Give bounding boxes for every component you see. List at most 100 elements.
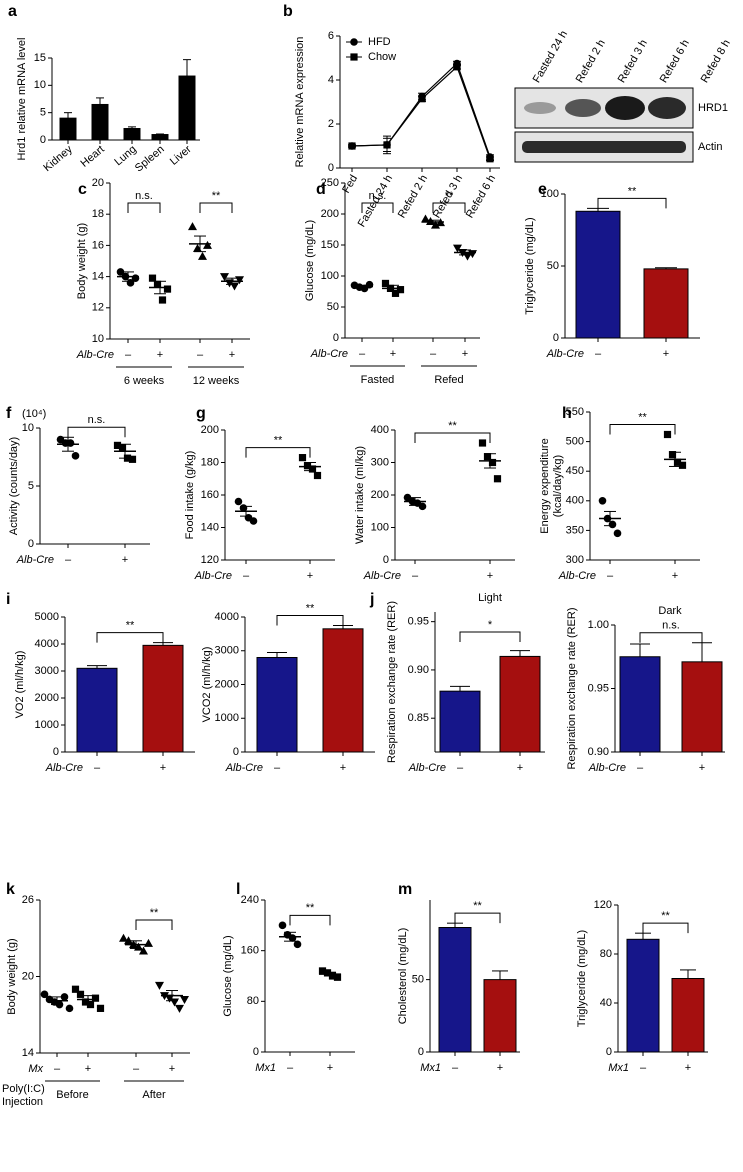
- legend-label: Chow: [368, 51, 396, 63]
- data-point: [65, 1004, 74, 1013]
- y-tick-label: 0: [606, 1046, 612, 1058]
- series-line: [351, 62, 491, 158]
- y-tick-label: 450: [566, 465, 584, 477]
- group-label: After: [142, 1089, 166, 1101]
- data-point: [76, 990, 85, 998]
- bar: [681, 661, 723, 753]
- panel-letter: b: [283, 3, 293, 20]
- y-tick-label: 0: [418, 1046, 424, 1058]
- blot-band: [524, 102, 556, 114]
- data-point: [391, 289, 400, 297]
- x-tick-label: +: [517, 762, 523, 774]
- y-tick-label: 15: [34, 52, 46, 64]
- x-tick-label: Kidney: [41, 143, 75, 174]
- row-label: Alb-Cre: [558, 570, 596, 582]
- y-tick-label: 0.90: [408, 664, 429, 676]
- y-tick-label: 100: [371, 521, 389, 533]
- y-tick-label: 26: [22, 894, 34, 906]
- significance-label: **: [212, 190, 221, 202]
- data-point: [663, 430, 672, 439]
- data-point: [348, 142, 356, 150]
- x-tick-label: +: [663, 348, 669, 360]
- y-tick-label: 300: [371, 456, 389, 468]
- data-point: [175, 1004, 184, 1013]
- significance-label: **: [150, 907, 159, 919]
- significance-bracket: [609, 423, 676, 435]
- data-point: [198, 251, 207, 260]
- data-point: [418, 502, 427, 511]
- data-point: [155, 981, 164, 990]
- series-line: [351, 65, 491, 159]
- bar: [142, 644, 184, 753]
- x-tick-label: Refed 2 h: [396, 173, 430, 220]
- y-axis-label: Cholesterol (mg/dL): [397, 928, 409, 1025]
- y-axis-label: Body weight (g): [76, 223, 88, 299]
- x-tick-label: –: [287, 1062, 294, 1074]
- group-header: Poly(I:C): [2, 1083, 45, 1095]
- x-tick-label: –: [640, 1062, 647, 1074]
- significance-label: **: [628, 185, 637, 197]
- y-tick-label: 550: [566, 406, 584, 418]
- blot-band: [605, 96, 645, 120]
- x-tick-label: +: [487, 570, 493, 582]
- data-point: [153, 280, 162, 288]
- row-label: Alb-Cre: [194, 570, 232, 582]
- data-point: [678, 461, 687, 469]
- data-point: [116, 268, 125, 276]
- y-tick-label: 0.95: [588, 682, 609, 694]
- y-axis-label: (kcal/day/kg): [552, 455, 564, 517]
- significance-label: **: [661, 910, 670, 922]
- row-label: Mx1: [255, 1062, 276, 1074]
- data-point: [278, 921, 287, 930]
- y-tick-label: 120: [201, 554, 219, 566]
- x-tick-label: +: [340, 762, 346, 774]
- y-tick-label: 4: [328, 74, 334, 86]
- chart-title: Dark: [658, 605, 682, 617]
- y-axis-label: Food intake (g/kg): [184, 451, 196, 540]
- y-tick-label: 50: [412, 974, 424, 986]
- significance-bracket: [597, 197, 667, 209]
- bar: [671, 978, 705, 1053]
- y-tick-label: 50: [547, 260, 559, 272]
- data-point: [431, 220, 440, 229]
- significance-bracket: [361, 202, 394, 213]
- significance-label: **: [126, 620, 135, 632]
- x-tick-label: –: [125, 349, 132, 361]
- bar: [575, 210, 621, 339]
- y-tick-label: 80: [600, 948, 612, 960]
- axis-unit: (10⁴): [22, 408, 46, 420]
- y-tick-label: 0: [553, 332, 559, 344]
- data-point: [303, 462, 312, 470]
- data-point: [188, 222, 197, 231]
- y-tick-label: 50: [327, 301, 339, 313]
- y-tick-label: 200: [371, 489, 389, 501]
- x-tick-label: +: [85, 1063, 91, 1075]
- data-point: [486, 155, 494, 163]
- bar: [59, 117, 77, 141]
- significance-bracket: [245, 447, 311, 458]
- y-axis-label: Activity (counts/day): [8, 437, 20, 535]
- x-tick-label: +: [390, 348, 396, 360]
- y-tick-label: 120: [594, 899, 612, 911]
- row-label: Alb-Cre: [546, 348, 584, 360]
- y-tick-label: 0: [40, 134, 46, 146]
- blot-lane-label: Refed 3 h: [616, 38, 650, 85]
- bar: [256, 657, 298, 753]
- significance-label: *: [488, 619, 493, 631]
- data-point: [488, 458, 497, 467]
- panel-letter: d: [316, 181, 326, 198]
- y-tick-label: 10: [92, 333, 104, 345]
- x-tick-label: +: [497, 1062, 503, 1074]
- y-tick-label: 5: [40, 107, 46, 119]
- x-tick-label: +: [157, 349, 163, 361]
- blot-row-label: Actin: [698, 141, 722, 153]
- data-point: [96, 1004, 105, 1012]
- y-tick-label: 0: [383, 554, 389, 566]
- y-tick-label: 1.00: [588, 619, 609, 631]
- y-tick-label: 10: [22, 422, 34, 434]
- y-tick-label: 0: [28, 538, 34, 550]
- y-tick-label: 20: [92, 177, 104, 189]
- panel-letter: i: [6, 591, 10, 608]
- bar: [439, 690, 481, 753]
